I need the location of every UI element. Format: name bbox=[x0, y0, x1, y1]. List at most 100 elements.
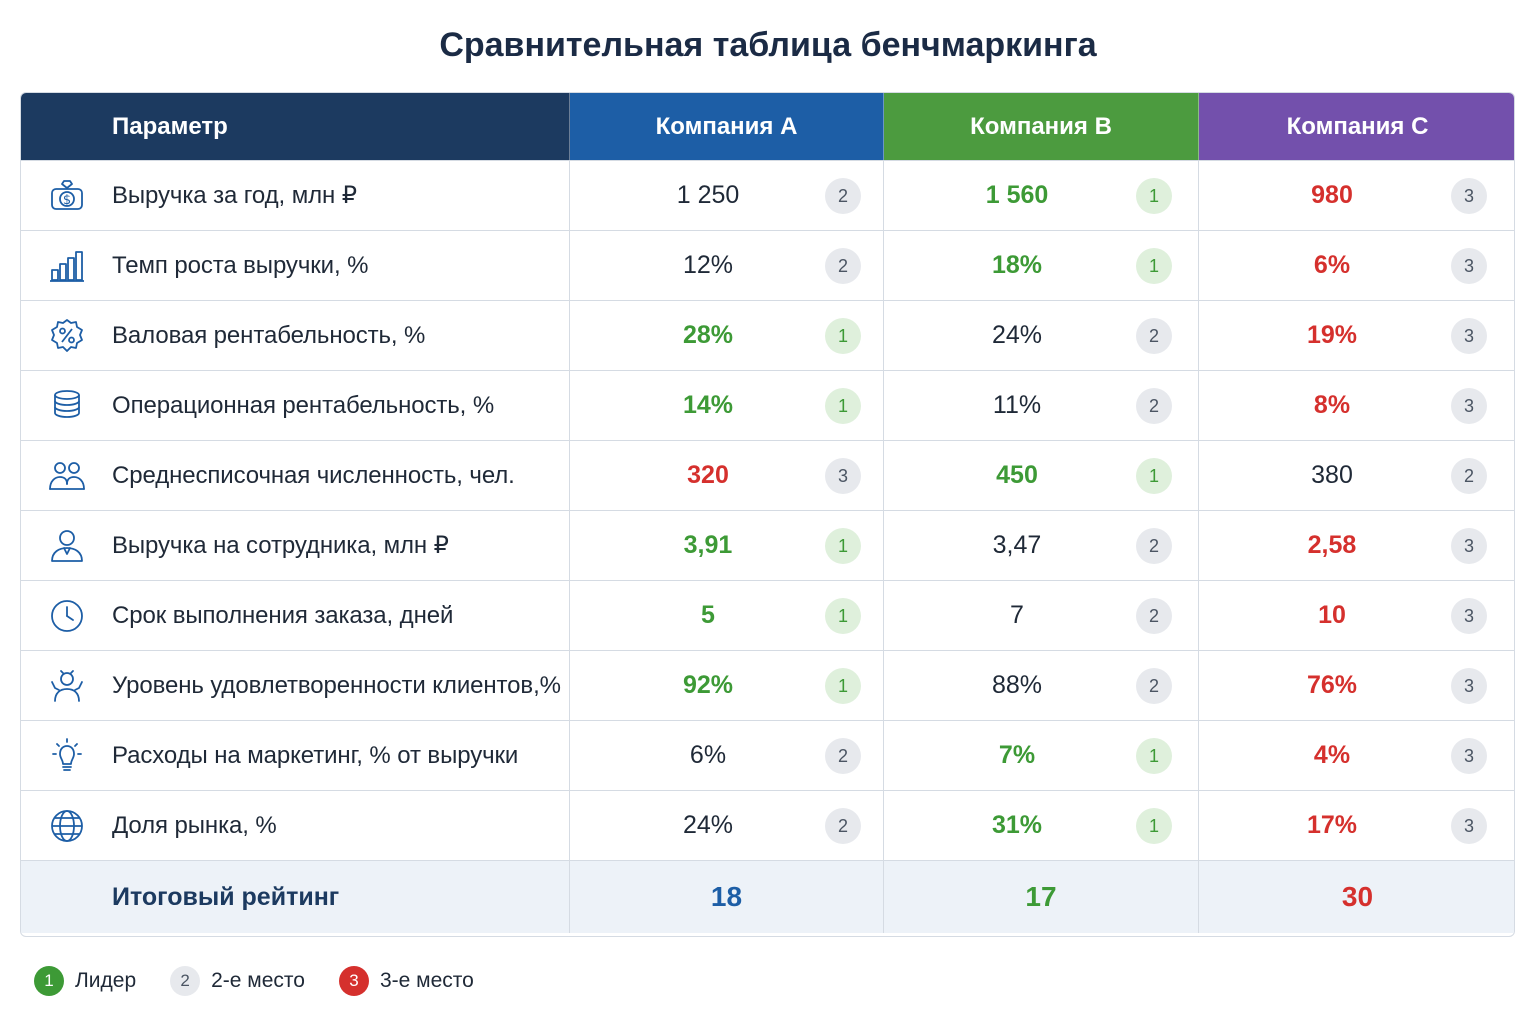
rank-badge: 2 bbox=[1136, 388, 1172, 424]
company-c-value: 8% bbox=[1313, 391, 1351, 419]
company-a-value: 14% bbox=[682, 391, 734, 419]
employee-icon bbox=[48, 528, 86, 564]
total-a-cell: 18 bbox=[570, 861, 884, 933]
svg-text:$: $ bbox=[63, 193, 71, 208]
company-c-value: 6% bbox=[1313, 251, 1351, 279]
satisfied-client-icon bbox=[48, 668, 86, 704]
rank-badge: 3 bbox=[1451, 668, 1487, 704]
percent-badge-icon bbox=[48, 318, 86, 354]
rank-badge: 3 bbox=[1451, 388, 1487, 424]
total-value-a: 18 bbox=[710, 881, 743, 912]
param-cell: Доля рынка, % bbox=[21, 791, 570, 860]
company-b-value: 11% bbox=[992, 391, 1042, 419]
rank-badge: 3 bbox=[1451, 738, 1487, 774]
legend: 1 Лидер 2 2-е место 3 3-е место bbox=[34, 963, 508, 999]
coins-stack-icon bbox=[48, 388, 86, 424]
rank-badge: 2 bbox=[825, 178, 861, 214]
table-row: Расходы на маркетинг, % от выручки 6% 2 7% 1… bbox=[21, 720, 1514, 790]
bar-chart-icon bbox=[48, 248, 86, 284]
rank-badge: 3 bbox=[1451, 808, 1487, 844]
company-a-value: 5 bbox=[701, 601, 715, 629]
benchmark-table: Параметр Компания A Компания B Компания … bbox=[20, 92, 1515, 937]
company-c-value: 76% bbox=[1306, 671, 1358, 699]
company-c-cell: 76% 3 bbox=[1199, 651, 1514, 720]
company-c-value: 19% bbox=[1306, 321, 1358, 349]
company-a-value: 320 bbox=[687, 461, 729, 489]
company-b-value: 3,47 bbox=[992, 531, 1042, 559]
rank-badge: 1 bbox=[825, 598, 861, 634]
legend-text-third: 3-е место bbox=[380, 969, 474, 992]
param-label: Доля рынка, % bbox=[112, 811, 277, 839]
page-title: Сравнительная таблица бенчмаркинга bbox=[439, 26, 1097, 64]
rank-badge: 3 bbox=[1451, 598, 1487, 634]
legend-item-leader: 1 Лидер bbox=[34, 966, 136, 996]
total-c-cell: 30 bbox=[1199, 861, 1514, 933]
lightbulb-icon bbox=[48, 738, 86, 774]
company-c-cell: 10 3 bbox=[1199, 581, 1514, 650]
company-a-value: 3,91 bbox=[683, 531, 733, 559]
company-a-cell: 6% 2 bbox=[570, 721, 884, 790]
param-label: Срок выполнения заказа, дней bbox=[112, 601, 454, 629]
param-label: Выручка за год, млн ₽ bbox=[112, 182, 357, 209]
company-a-cell: 1 250 2 bbox=[570, 161, 884, 230]
param-label: Выручка на сотрудника, млн ₽ bbox=[112, 532, 449, 559]
clock-icon bbox=[48, 598, 86, 634]
param-cell: Срок выполнения заказа, дней bbox=[21, 581, 570, 650]
company-c-cell: 2,58 3 bbox=[1199, 511, 1514, 580]
company-c-value: 980 bbox=[1311, 181, 1353, 209]
company-c-value: 2,58 bbox=[1307, 531, 1357, 559]
total-b-cell: 17 bbox=[884, 861, 1199, 933]
table-row: Валовая рентабельность, % 28% 1 24% 2 19% 3 bbox=[21, 300, 1514, 370]
company-b-value: 1 560 bbox=[985, 181, 1049, 209]
rank-badge: 1 bbox=[1136, 738, 1172, 774]
company-c-value: 17% bbox=[1306, 811, 1358, 839]
legend-text-leader: Лидер bbox=[75, 969, 137, 992]
company-a-value: 1 250 bbox=[676, 181, 740, 209]
total-label: Итоговый рейтинг bbox=[112, 882, 340, 911]
param-cell: Валовая рентабельность, % bbox=[21, 301, 570, 370]
company-c-cell: 6% 3 bbox=[1199, 231, 1514, 300]
company-b-value: 24% bbox=[991, 321, 1043, 349]
rank-badge: 1 bbox=[1136, 178, 1172, 214]
param-label: Уровень удовлетворенности клиентов,% bbox=[112, 671, 561, 699]
table-row: Операционная рентабельность, % 14% 1 11% 2 8%… bbox=[21, 370, 1514, 440]
rank-badge: 2 bbox=[1136, 318, 1172, 354]
company-a-value: 12% bbox=[682, 251, 734, 279]
company-b-cell: 11% 2 bbox=[884, 371, 1199, 440]
rank-badge: 3 bbox=[1451, 248, 1487, 284]
rank-badge: 1 bbox=[1136, 808, 1172, 844]
company-a-value: 92% bbox=[682, 671, 734, 699]
rank-badge: 1 bbox=[825, 528, 861, 564]
total-row: Итоговый рейтинг 18 17 30 bbox=[21, 860, 1514, 933]
header-company-b: Компания B bbox=[884, 93, 1199, 160]
rank-badge: 1 bbox=[825, 388, 861, 424]
param-label: Расходы на маркетинг, % от выручки bbox=[112, 741, 519, 769]
table-row: Среднесписочная численность, чел. 320 3 450… bbox=[21, 440, 1514, 510]
param-cell: Выручка на сотрудника, млн ₽ bbox=[21, 511, 570, 580]
param-cell: Уровень удовлетворенности клиентов,% bbox=[21, 651, 570, 720]
table-row: Доля рынка, % 24% 2 31% 1 17% 3 bbox=[21, 790, 1514, 860]
param-cell: $ Выручка за год, млн ₽ bbox=[21, 161, 570, 230]
rank-badge: 2 bbox=[825, 738, 861, 774]
table-row: Темп роста выручки, % 12% 2 18% 1 6% 3 bbox=[21, 230, 1514, 300]
company-b-value: 18% bbox=[991, 251, 1043, 279]
company-a-cell: 12% 2 bbox=[570, 231, 884, 300]
table-header: Параметр Компания A Компания B Компания … bbox=[21, 93, 1514, 160]
company-b-cell: 7% 1 bbox=[884, 721, 1199, 790]
company-b-value: 7 bbox=[1010, 601, 1024, 629]
company-b-cell: 3,47 2 bbox=[884, 511, 1199, 580]
header-param: Параметр bbox=[21, 93, 570, 160]
company-b-cell: 24% 2 bbox=[884, 301, 1199, 370]
people-icon bbox=[48, 458, 86, 494]
rank-badge: 3 bbox=[1451, 528, 1487, 564]
legend-badge-3: 3 bbox=[339, 966, 369, 996]
company-c-cell: 19% 3 bbox=[1199, 301, 1514, 370]
legend-badge-2: 2 bbox=[170, 966, 201, 996]
company-b-cell: 450 1 bbox=[884, 441, 1199, 510]
table-row: $ Выручка за год, млн ₽ 1 250 2 1 560 1 980 3 bbox=[21, 160, 1514, 230]
param-cell: Темп роста выручки, % bbox=[21, 231, 570, 300]
rank-badge: 2 bbox=[1136, 668, 1172, 704]
rank-badge: 3 bbox=[1451, 178, 1487, 214]
